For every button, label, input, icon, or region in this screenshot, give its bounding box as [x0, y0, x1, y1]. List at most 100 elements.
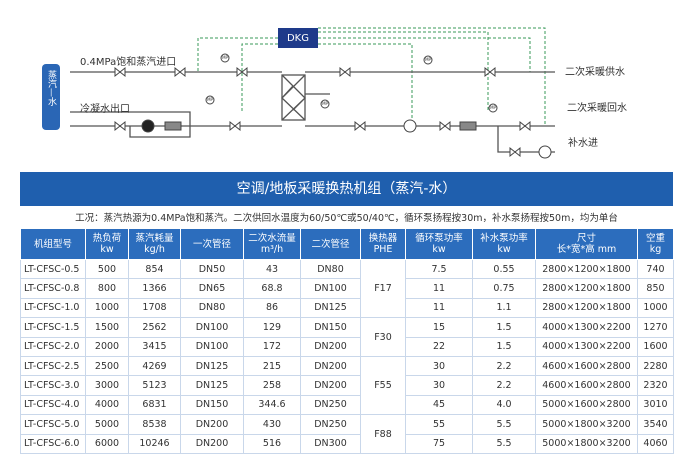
table-cell: 1.5 — [472, 336, 536, 357]
table-body: LT-CFSC-0.5 500 854 DN50 43 DN80 F17 7.5 0.55 280… — [20, 258, 674, 454]
steam-inlet: 0.4MPa饱和蒸汽进口 — [80, 55, 176, 68]
column-header: 空重 kg — [637, 228, 674, 260]
header-line: 换热器 — [368, 233, 398, 244]
table-cell: 15 — [405, 317, 473, 338]
table-cell: DN100 — [180, 336, 244, 357]
table-cell: LT-CFSC-5.0 — [20, 414, 86, 435]
table-cell: 7.5 — [405, 258, 473, 280]
table-cell: 75 — [405, 433, 473, 454]
table-cell: 30 — [405, 355, 473, 377]
column-header: 补水泵功率 kw — [472, 228, 536, 260]
column-header: 蒸汽耗量 kg/h — [128, 228, 181, 260]
table-cell: 3540 — [637, 414, 674, 435]
table-cell: LT-CFSC-0.5 — [20, 258, 86, 280]
table-cell: 5123 — [128, 375, 181, 396]
table-cell: DN125 — [300, 297, 361, 319]
table-row: LT-CFSC-1.0 1000 1708 DN80 86 DN125 11 1.1 2800×… — [20, 297, 674, 319]
table-cell: 215 — [243, 355, 301, 377]
header-line: 蒸汽耗量 — [135, 233, 174, 244]
supply-label: 二次采暖供水 — [565, 65, 625, 78]
column-header: 机组型号 — [20, 228, 86, 260]
controller: DKG — [287, 33, 309, 44]
table-cell: 740 — [637, 258, 674, 280]
table-cell: 6000 — [85, 433, 129, 454]
table-cell: 3010 — [637, 394, 674, 416]
table-cell: 45 — [405, 394, 473, 416]
gauge-label: MP — [222, 55, 228, 60]
table-cell: 1.5 — [472, 317, 536, 338]
table-cell: DN80 — [180, 297, 244, 319]
header-line: PHE — [373, 244, 393, 255]
table-row: LT-CFSC-4.0 4000 6831 DN150 344.6 DN250 45 4.0 5… — [20, 394, 674, 416]
table-note: 工况：蒸汽热源为0.4MPa饱和蒸汽。二次供回水温度为60/50℃或50/40℃… — [75, 213, 618, 224]
table-cell: 22 — [405, 336, 473, 357]
table-cell: LT-CFSC-0.8 — [20, 278, 86, 299]
table-cell: LT-CFSC-6.0 — [20, 433, 86, 454]
spec-table: 机组型号 热负荷 kw 蒸汽耗量 kg/h 一次管径 二次水流量 m³/h 二次管径 换热器 PHE… — [20, 228, 674, 454]
table-cell: 4.0 — [472, 394, 536, 416]
table-cell: 344.6 — [243, 394, 301, 416]
gauge-label: MP — [425, 57, 431, 62]
phe-cell: F55 — [360, 355, 406, 416]
phe-cell: F30 — [360, 317, 406, 357]
table-cell: 2500 — [85, 355, 129, 377]
table-cell: 5000×1800×3200 — [535, 433, 638, 454]
table-cell: 30 — [405, 375, 473, 396]
table-cell: DN200 — [300, 375, 361, 396]
gauge-label: MP — [207, 97, 213, 102]
column-header: 循环泵功率 kw — [405, 228, 473, 260]
table-cell: 1600 — [637, 336, 674, 357]
header-line: kg/h — [144, 244, 165, 255]
header-line: 一次管径 — [192, 238, 231, 250]
table-cell: 2.2 — [472, 375, 536, 396]
table-cell: DN250 — [300, 414, 361, 435]
table-cell: 1.1 — [472, 297, 536, 319]
table-cell: 258 — [243, 375, 301, 396]
table-cell: DN200 — [180, 414, 244, 435]
column-header: 二次水流量 m³/h — [243, 228, 301, 260]
table-cell: LT-CFSC-4.0 — [20, 394, 86, 416]
table-cell: DN200 — [180, 433, 244, 454]
table-cell: DN200 — [300, 355, 361, 377]
table-row: LT-CFSC-1.5 1500 2562 DN100 129 DN150 F30 15 1.5… — [20, 317, 674, 357]
table-cell: DN100 — [300, 278, 361, 299]
header-line: 长*宽*高 mm — [556, 244, 617, 255]
header-line: kw — [100, 244, 114, 255]
table-cell: 500 — [85, 258, 129, 280]
side-label: 蒸汽—水 — [46, 69, 57, 106]
table-cell: 68.8 — [243, 278, 301, 299]
table-cell: DN150 — [180, 394, 244, 416]
table-cell: 8538 — [128, 414, 181, 435]
table-cell: DN250 — [300, 394, 361, 416]
gauge-label: MP — [490, 105, 496, 110]
table-cell: DN65 — [180, 278, 244, 299]
column-header: 二次管径 — [300, 228, 361, 260]
table-cell: LT-CFSC-1.0 — [20, 297, 86, 319]
return-label: 二次采暖回水 — [567, 101, 627, 114]
table-cell: 86 — [243, 297, 301, 319]
phe-cell: F88 — [360, 414, 406, 454]
table-cell: 6831 — [128, 394, 181, 416]
table-cell: 1000 — [637, 297, 674, 319]
table-cell: DN100 — [180, 317, 244, 338]
table-title: 空调/地板采暖换热机组（蒸汽-水） — [20, 172, 673, 206]
table-cell: 4060 — [637, 433, 674, 454]
diagram: DKG 蒸汽—水 0.4MPa饱和蒸汽进口 冷凝水出口 二次采暖供水 二次采暖回… — [42, 27, 627, 159]
table-cell: 516 — [243, 433, 301, 454]
column-header: 换热器 PHE — [360, 228, 406, 260]
table-cell: 2800×1200×1800 — [535, 258, 638, 280]
table-cell: 5.5 — [472, 433, 536, 454]
header-line: kw — [432, 244, 446, 255]
table-cell: 5000 — [85, 414, 129, 435]
table-cell: 430 — [243, 414, 301, 435]
table-cell: 854 — [128, 258, 181, 280]
table-cell: DN50 — [180, 258, 244, 280]
table-cell: 1270 — [637, 317, 674, 338]
table-cell: DN125 — [180, 355, 244, 377]
table-cell: 4000×1300×2200 — [535, 317, 638, 338]
table-row: LT-CFSC-3.0 3000 5123 DN125 258 DN200 30 2.2 460… — [20, 375, 674, 396]
table-cell: 5000×1800×3200 — [535, 414, 638, 435]
table-cell: 2800×1200×1800 — [535, 278, 638, 299]
table-cell: 0.55 — [472, 258, 536, 280]
table-cell: DN200 — [300, 336, 361, 357]
